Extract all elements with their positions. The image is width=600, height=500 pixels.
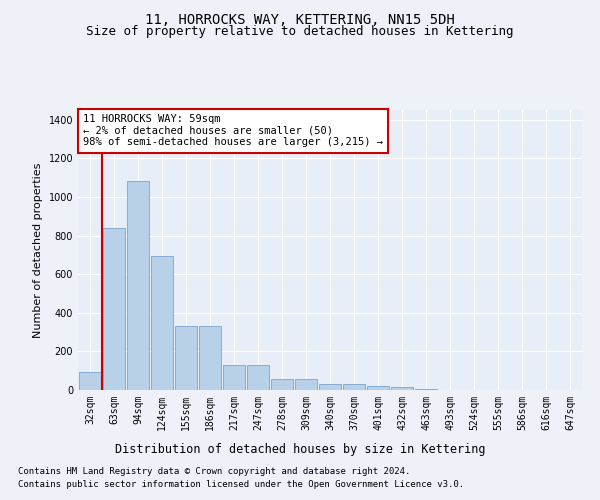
Bar xyxy=(223,365,245,390)
Text: Distribution of detached houses by size in Kettering: Distribution of detached houses by size … xyxy=(115,442,485,456)
Bar xyxy=(103,228,125,390)
Bar xyxy=(415,389,437,390)
Bar xyxy=(319,384,341,390)
Bar xyxy=(199,326,221,390)
Bar xyxy=(151,256,173,390)
Bar xyxy=(343,384,365,390)
Bar xyxy=(79,372,101,390)
Bar xyxy=(175,326,197,390)
Text: 11 HORROCKS WAY: 59sqm
← 2% of detached houses are smaller (50)
98% of semi-deta: 11 HORROCKS WAY: 59sqm ← 2% of detached … xyxy=(83,114,383,148)
Text: Contains public sector information licensed under the Open Government Licence v3: Contains public sector information licen… xyxy=(18,480,464,489)
Text: Size of property relative to detached houses in Kettering: Size of property relative to detached ho… xyxy=(86,25,514,38)
Bar xyxy=(271,380,293,390)
Bar xyxy=(367,386,389,390)
Bar xyxy=(391,387,413,390)
Bar xyxy=(295,380,317,390)
Bar xyxy=(247,365,269,390)
Text: 11, HORROCKS WAY, KETTERING, NN15 5DH: 11, HORROCKS WAY, KETTERING, NN15 5DH xyxy=(145,12,455,26)
Y-axis label: Number of detached properties: Number of detached properties xyxy=(33,162,43,338)
Text: Contains HM Land Registry data © Crown copyright and database right 2024.: Contains HM Land Registry data © Crown c… xyxy=(18,468,410,476)
Bar xyxy=(127,182,149,390)
